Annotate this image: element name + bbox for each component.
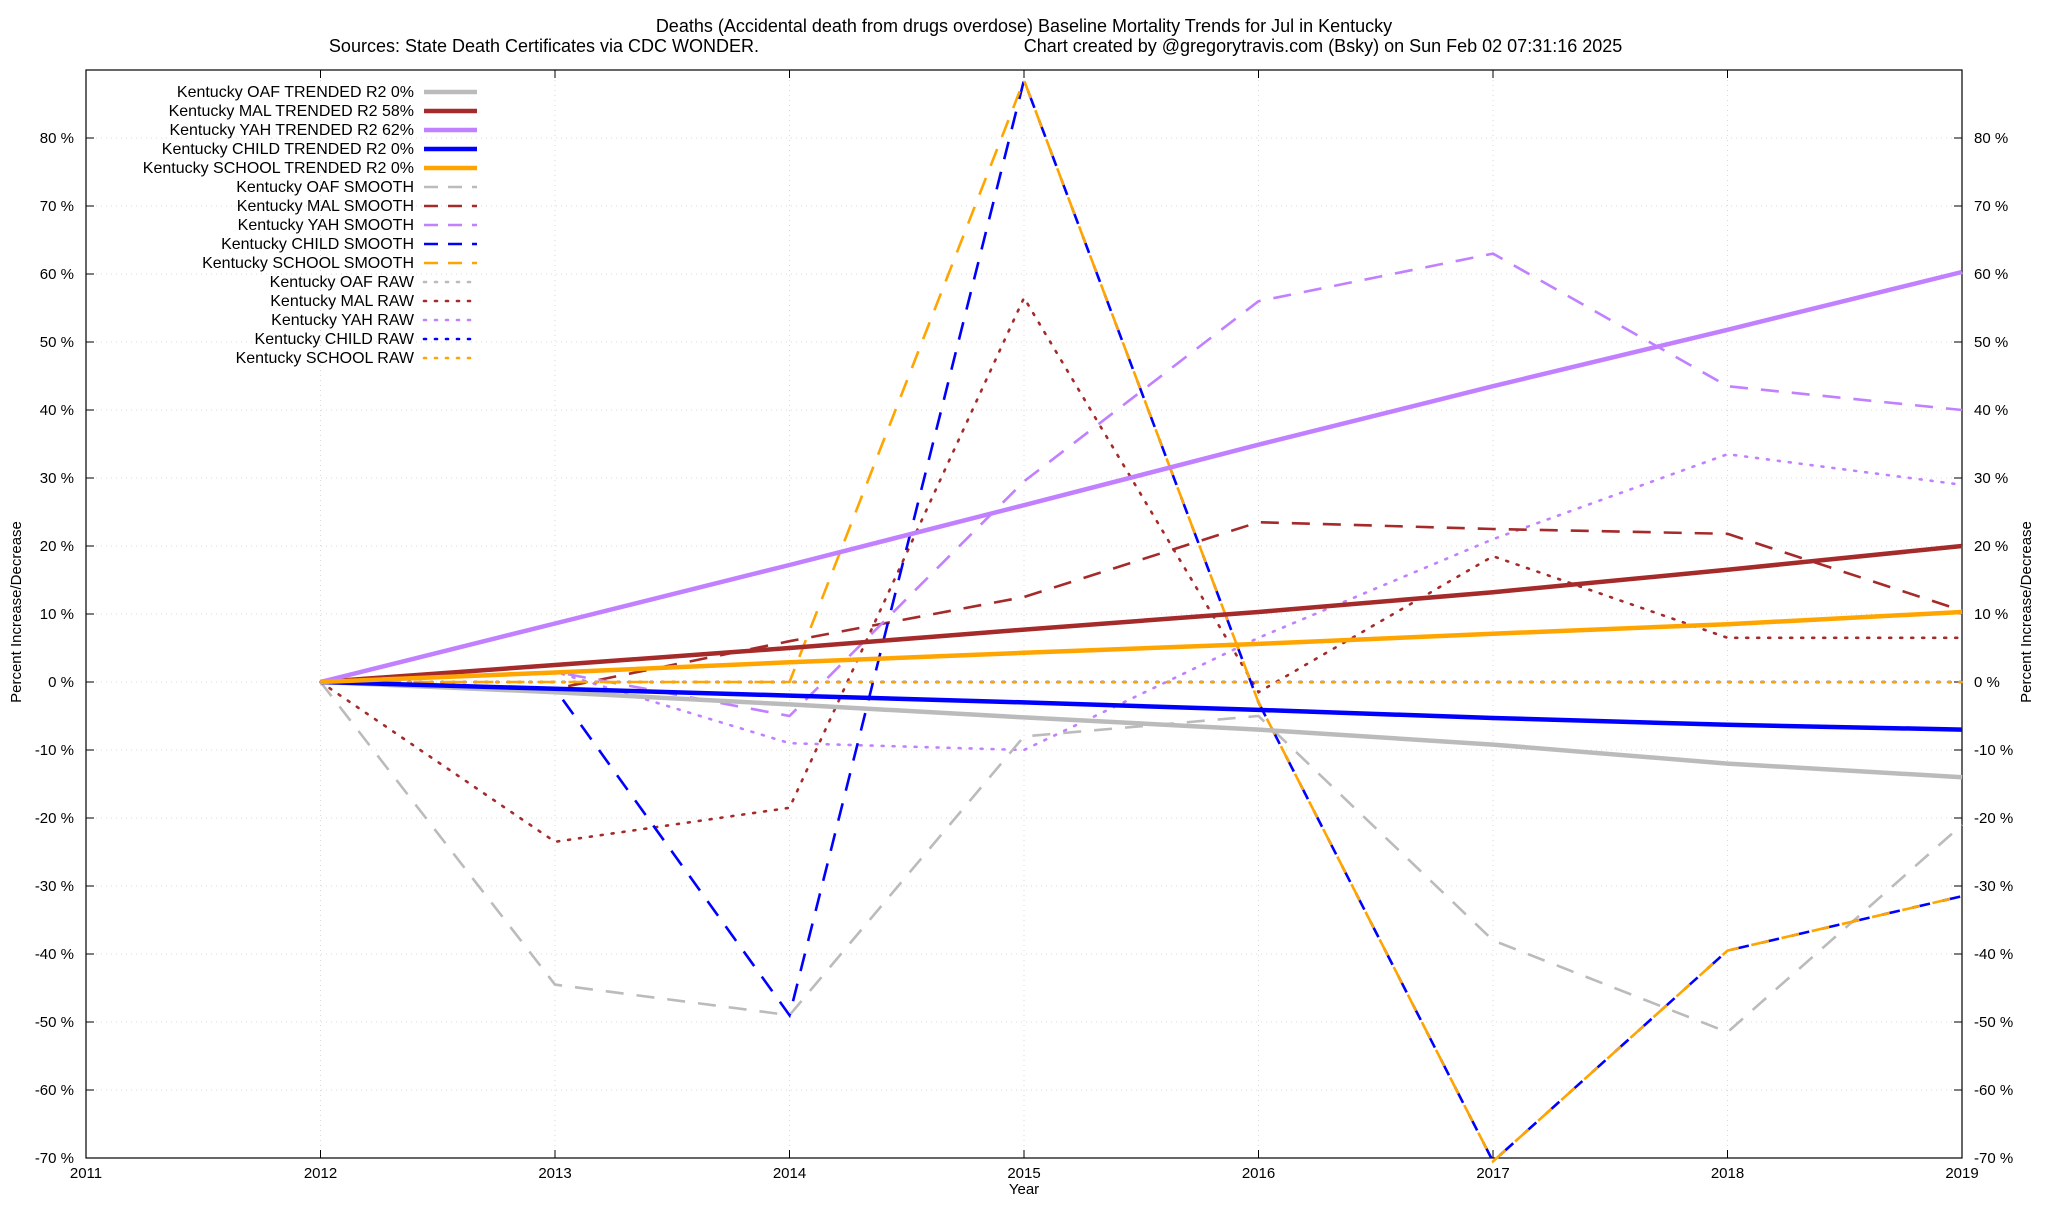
series-line-child-trend	[320, 679, 1963, 732]
chart-title: Deaths (Accidental death from drugs over…	[656, 16, 1392, 36]
y-tick-label-left: 20 %	[40, 538, 74, 555]
y-tick-label-right: 60 %	[1974, 266, 2008, 283]
y-tick-label-right: -20 %	[1974, 810, 2013, 827]
legend-entry-label: Kentucky SCHOOL TRENDED R2 0%	[143, 160, 414, 177]
y-tick-label-left: 40 %	[40, 402, 74, 419]
legend-entry-label: Kentucky CHILD RAW	[255, 331, 415, 348]
x-tick-label: 2017	[1476, 1165, 1509, 1182]
y-tick-label-left: -70 %	[35, 1150, 74, 1167]
y-tick-label-left: -30 %	[35, 878, 74, 895]
y-axis-label-right: Percent Increase/Decrease	[2018, 521, 2035, 703]
legend-entry-label: Kentucky MAL SMOOTH	[237, 198, 414, 215]
x-tick-label: 2018	[1711, 1165, 1744, 1182]
legend: Kentucky OAF TRENDED R2 0% Kentucky MAL T…	[143, 84, 479, 367]
legend-entry-label: Kentucky SCHOOL RAW	[236, 350, 415, 367]
series-line-oaf-trend	[320, 679, 1963, 780]
x-tick-label: 2012	[304, 1165, 337, 1182]
y-tick-label-left: 30 %	[40, 470, 74, 487]
series-line-school-smooth	[320, 76, 1963, 1164]
y-tick-label-right: 20 %	[1974, 538, 2008, 555]
series-line-mal-trend	[320, 543, 1963, 685]
legend-entry-label: Kentucky SCHOOL SMOOTH	[202, 255, 414, 272]
legend-entry-label: Kentucky CHILD TRENDED R2 0%	[162, 141, 414, 158]
x-tick-label: 2015	[1007, 1165, 1040, 1182]
y-tick-label-left: -10 %	[35, 742, 74, 759]
data-series	[319, 75, 1964, 1164]
y-axis-label-left: Percent Increase/Decrease	[8, 521, 25, 703]
x-tick-label: 2014	[773, 1165, 806, 1182]
y-tick-label-right: 70 %	[1974, 198, 2008, 215]
y-tick-label-left: 70 %	[40, 198, 74, 215]
x-tick-label: 2016	[1242, 1165, 1275, 1182]
x-axis-label: Year	[1009, 1181, 1039, 1198]
y-tick-label-left: 80 %	[40, 130, 74, 147]
y-tick-label-right: -10 %	[1974, 742, 2013, 759]
series-line-oaf-smooth	[319, 681, 1963, 1034]
chart-source-subtitle: Sources: State Death Certificates via CD…	[329, 36, 759, 56]
legend-entry-label: Kentucky OAF SMOOTH	[236, 179, 414, 196]
y-tick-label-right: 80 %	[1974, 130, 2008, 147]
legend-entry-label: Kentucky YAH TRENDED R2 62%	[169, 122, 414, 139]
y-tick-label-left: 50 %	[40, 334, 74, 351]
y-tick-label-left: -60 %	[35, 1082, 74, 1099]
axes: 2011 2012 2013 2014 2015 2016 2017 2018 2019-70 …	[35, 69, 2013, 1182]
x-tick-label: 2019	[1945, 1165, 1978, 1182]
legend-entry-label: Kentucky MAL RAW	[270, 293, 415, 310]
legend-entry-label: Kentucky OAF RAW	[270, 274, 415, 291]
legend-entry-label: Kentucky CHILD SMOOTH	[221, 236, 414, 253]
series-line-mal-raw	[319, 295, 1964, 844]
chart-credit-subtitle: Chart created by @gregorytravis.com (Bsk…	[1024, 36, 1623, 56]
y-tick-label-right: -30 %	[1974, 878, 2013, 895]
x-tick-label: 2013	[538, 1165, 571, 1182]
series-line-yah-raw	[319, 452, 1964, 752]
y-tick-label-right: -50 %	[1974, 1014, 2013, 1031]
series-line-school-trend	[320, 609, 1963, 685]
y-tick-label-right: 10 %	[1974, 606, 2008, 623]
legend-entry-label: Kentucky YAH SMOOTH	[238, 217, 414, 234]
y-tick-label-right: 40 %	[1974, 402, 2008, 419]
legend-entry-label: Kentucky MAL TRENDED R2 58%	[169, 103, 414, 120]
y-tick-label-left: 10 %	[40, 606, 74, 623]
x-tick-label: 2011	[70, 1165, 102, 1182]
legend-entry-label: Kentucky YAH RAW	[271, 312, 415, 329]
y-tick-label-left: -40 %	[35, 946, 74, 963]
y-tick-label-right: 50 %	[1974, 334, 2008, 351]
legend-entry-label: Kentucky OAF TRENDED R2 0%	[177, 84, 414, 101]
y-tick-label-right: -40 %	[1974, 946, 2013, 963]
y-tick-label-left: -20 %	[35, 810, 74, 827]
y-tick-label-right: 30 %	[1974, 470, 2008, 487]
y-tick-label-left: 60 %	[40, 266, 74, 283]
y-tick-label-right: 0 %	[1974, 674, 2000, 691]
series-line-yah-trend	[319, 269, 1963, 685]
y-tick-label-left: 0 %	[48, 674, 74, 691]
series-line-yah-smooth	[320, 252, 1963, 718]
y-tick-label-left: -50 %	[35, 1014, 74, 1031]
y-tick-label-right: -60 %	[1974, 1082, 2013, 1099]
y-tick-label-right: -70 %	[1974, 1150, 2013, 1167]
